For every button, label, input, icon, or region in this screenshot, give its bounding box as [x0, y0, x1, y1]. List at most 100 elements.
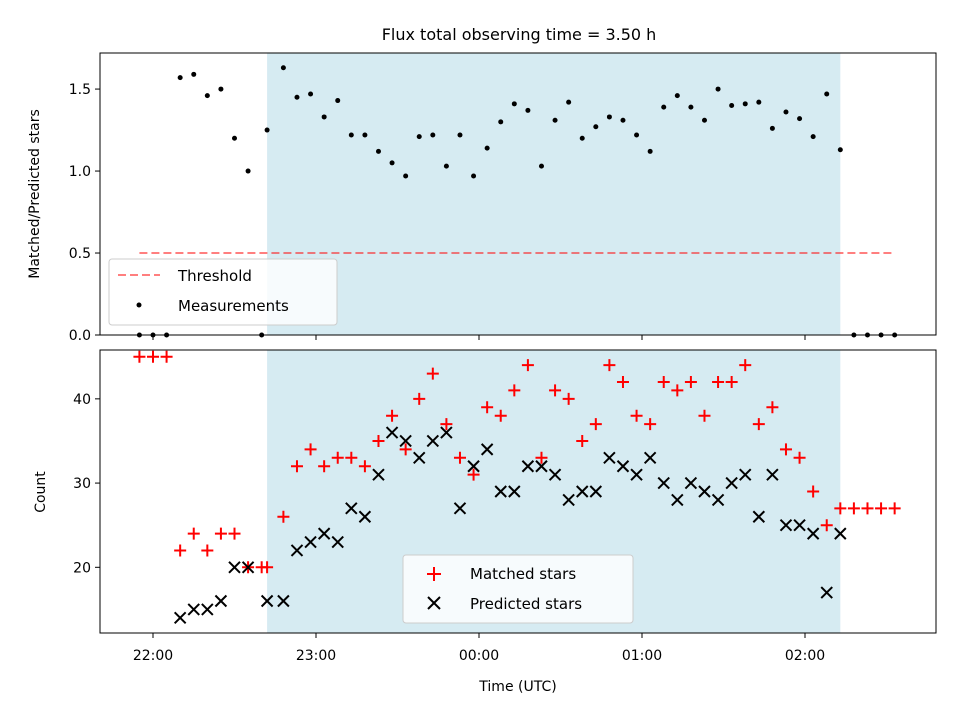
matched-star-point — [147, 350, 159, 363]
x-tick-label: 02:00 — [785, 648, 825, 664]
predicted-star-point — [426, 434, 440, 448]
predicted-star-point — [385, 426, 399, 439]
legend-measurements-swatch — [136, 302, 142, 308]
predicted-star-point — [290, 544, 304, 557]
predicted-star-point — [260, 594, 274, 608]
measurement-point — [783, 109, 789, 115]
predicted-star-point — [372, 468, 385, 481]
matched-star-point — [399, 443, 412, 456]
matched-star-point — [603, 359, 616, 372]
predicted-star-point — [834, 527, 847, 540]
matched-star-point — [372, 434, 385, 447]
measurement-point — [232, 135, 237, 141]
measurement-point — [538, 163, 544, 169]
top-y-axis-label: Matched/Predicted stars — [27, 109, 43, 279]
predicted-star-point — [508, 485, 521, 498]
matched-star-point — [386, 409, 399, 422]
measurement-point — [620, 117, 626, 123]
predicted-star-point — [535, 460, 548, 473]
predicted-star-point — [413, 451, 426, 465]
matched-star-point — [820, 519, 833, 532]
predicted-star-point — [806, 527, 820, 540]
matched-star-point — [888, 502, 901, 515]
top-legend-box — [108, 258, 338, 326]
predicted-star-point — [562, 493, 575, 507]
measurement-point — [416, 134, 422, 140]
measurement-points — [136, 65, 898, 338]
matched-star-point — [644, 418, 657, 431]
matched-star-point — [521, 359, 534, 372]
matched-star-point — [807, 485, 820, 498]
measurement-point — [443, 163, 449, 169]
measurement-point — [484, 145, 490, 151]
matched-star-point — [201, 544, 214, 557]
bottom-y-axis: 20 30 40 — [73, 392, 100, 576]
top-y-tick-label: 0.0 — [69, 328, 91, 344]
matched-star-point — [413, 392, 426, 405]
predicted-star-point — [711, 493, 725, 507]
measurement-point — [837, 147, 843, 153]
measurement-point — [511, 101, 517, 107]
matched-star-point — [875, 502, 888, 515]
measurement-point — [566, 99, 572, 105]
predicted-star-point — [214, 594, 228, 608]
predicted-star-point — [576, 485, 589, 498]
matched-star-point — [331, 451, 344, 464]
predicted-star-point — [521, 460, 535, 473]
matched-star-point — [861, 502, 874, 515]
matched-star-point — [576, 434, 589, 447]
matched-star-point — [453, 451, 466, 464]
matched-star-point — [712, 376, 725, 389]
matched-star-point — [739, 359, 752, 372]
matched-star-point — [834, 502, 847, 515]
bottom-panel: 20 30 40 22:00 23:00 00:00 01:00 02:00 Count T… — [33, 349, 937, 695]
matched-star-point — [508, 384, 521, 397]
measurement-point — [525, 107, 531, 113]
predicted-star-point — [603, 451, 616, 465]
predicted-star-point — [589, 485, 603, 498]
bottom-y-tick-label: 40 — [73, 392, 91, 408]
matched-star-point — [277, 510, 290, 523]
measurement-point — [688, 104, 694, 110]
matched-star-point — [630, 409, 643, 422]
predicted-star-point — [467, 460, 480, 473]
measurement-point — [348, 132, 354, 138]
measurement-point — [471, 173, 477, 179]
matched-star-point — [481, 401, 494, 414]
predicted-star-point — [779, 518, 793, 532]
predicted-star-point — [657, 476, 670, 490]
matched-star-point — [187, 527, 200, 540]
matched-star-point — [494, 409, 507, 422]
matched-star-point — [214, 527, 227, 540]
x-tick-label: 01:00 — [622, 648, 662, 664]
matched-star-point — [752, 418, 765, 431]
predicted-star-point — [277, 594, 290, 608]
predicted-star-point — [643, 451, 657, 465]
measurement-point — [204, 93, 210, 99]
matched-star-point — [304, 443, 317, 456]
measurement-point — [756, 99, 762, 105]
matched-star-point — [793, 451, 806, 464]
matched-star-point — [684, 376, 697, 389]
measurement-point — [294, 94, 300, 100]
x-tick-label: 22:00 — [133, 648, 173, 664]
matched-star-point — [657, 376, 670, 389]
measurement-point — [321, 114, 327, 120]
bottom-legend: Matched stars Predicted stars — [402, 554, 634, 624]
matched-stars-points — [133, 350, 901, 574]
predicted-star-point — [494, 485, 507, 498]
measurement-point — [218, 86, 224, 92]
matched-star-point — [535, 451, 548, 464]
predicted-star-point — [358, 510, 372, 523]
measurement-point — [430, 132, 436, 138]
measurement-point — [593, 124, 599, 130]
measurement-point — [742, 101, 748, 107]
top-y-tick-label: 1.0 — [69, 164, 91, 180]
top-y-axis: 0.0 0.5 1.0 1.5 — [69, 82, 100, 344]
measurement-point — [769, 125, 775, 131]
predicted-star-point — [399, 434, 412, 448]
top-x-ticks — [152, 335, 806, 340]
top-y-tick-label: 1.5 — [69, 82, 91, 98]
predicted-star-point — [187, 603, 200, 616]
measurement-point — [403, 173, 409, 179]
